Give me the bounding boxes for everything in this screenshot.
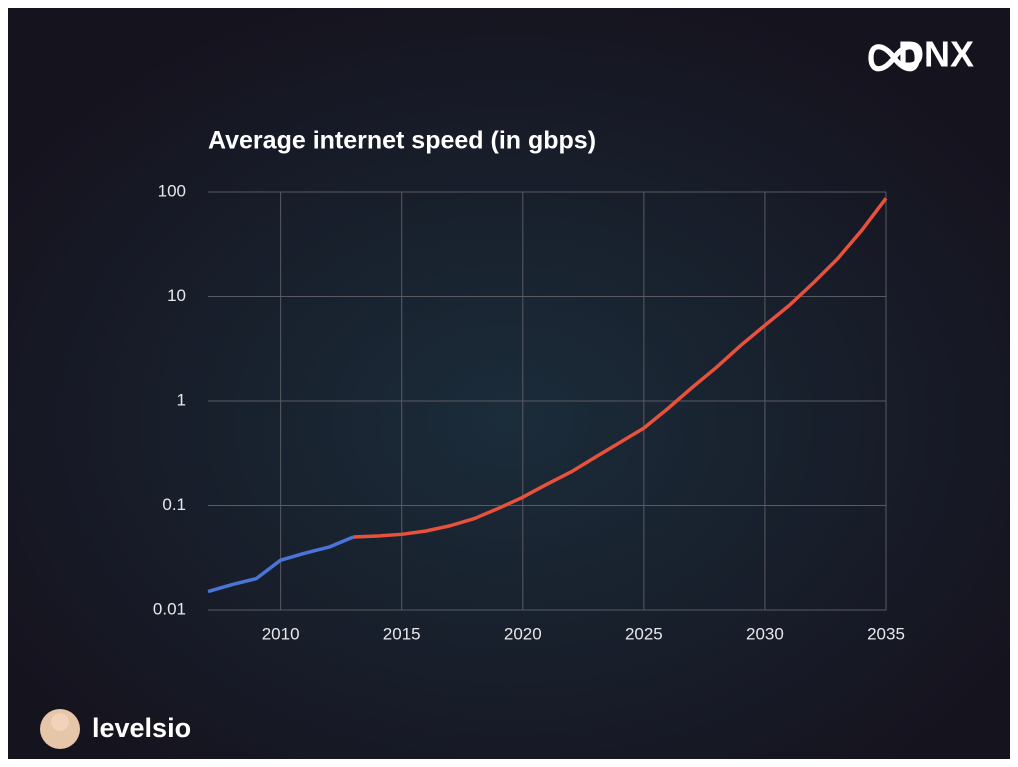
logo-infinity (868, 44, 920, 72)
avatar-face (51, 713, 69, 731)
y-tick-label: 1 (177, 390, 186, 409)
y-tick-label: 100 (158, 181, 186, 200)
series-line (207, 535, 354, 594)
x-tick-label: 2010 (262, 624, 300, 643)
y-tick-label: 0.1 (162, 495, 186, 514)
x-tick-label: 2020 (504, 624, 542, 643)
chart-title: Average internet speed (in gbps) (208, 127, 596, 155)
plot: 0.01 0.1 1 10 100 2010 2015 2020 2025 2030 2035 (153, 181, 905, 643)
y-tick-label: 10 (167, 286, 186, 305)
author: levelsio (92, 713, 191, 743)
x-tick-label: 2030 (746, 624, 784, 643)
x-tick-label: 2025 (625, 624, 663, 643)
y-tick-label: 0.01 (153, 599, 186, 618)
brand: DNX (898, 34, 974, 75)
series-line (353, 197, 888, 539)
x-tick-label: 2035 (867, 624, 905, 643)
x-tick-label: 2015 (383, 624, 421, 643)
background (8, 8, 1010, 759)
